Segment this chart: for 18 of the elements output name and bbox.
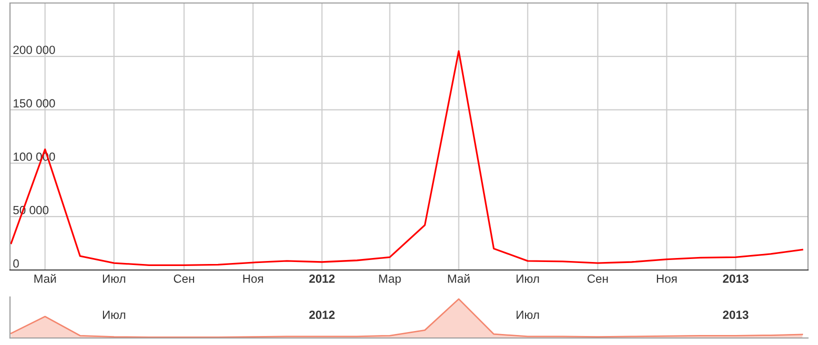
- x-tick-label: Июл: [102, 310, 126, 319]
- y-tick-label: 200 000: [13, 46, 55, 54]
- x-tick-label: Май: [34, 274, 56, 283]
- x-tick-label: Сен: [588, 274, 608, 283]
- x-tick-label: 2012: [309, 310, 335, 319]
- y-tick-label: 0: [13, 259, 19, 268]
- x-tick-label: Июл: [516, 310, 539, 319]
- x-tick-label: 2013: [722, 310, 748, 320]
- y-tick-label: 150 000: [14, 99, 55, 108]
- x-tick-label: Ноя: [243, 274, 263, 283]
- x-tick-label: 2012: [309, 274, 335, 283]
- x-tick-label: Май: [448, 274, 470, 283]
- x-tick-label: Июл: [516, 274, 539, 283]
- x-tick-label: Ноя: [656, 274, 677, 283]
- x-tick-label: Мар: [379, 274, 401, 286]
- x-tick-label: Сен: [174, 274, 194, 283]
- x-tick-label: 2013: [722, 274, 748, 283]
- x-tick-label: Июл: [102, 274, 126, 283]
